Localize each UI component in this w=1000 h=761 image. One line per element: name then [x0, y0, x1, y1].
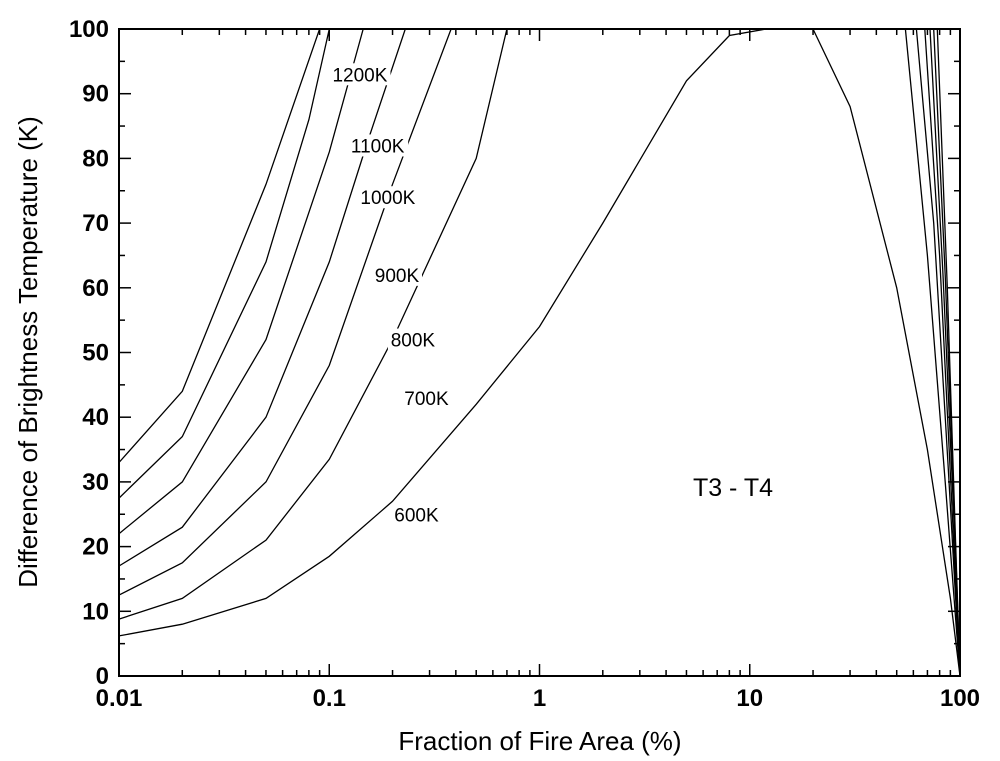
curve-600k [118, 28, 961, 677]
curve-1200k [118, 28, 961, 677]
y-tick-label: 60 [82, 275, 109, 302]
y-tick-label: 90 [82, 81, 109, 108]
curve-label-bg [401, 386, 452, 409]
y-tick-label: 30 [82, 469, 109, 496]
x-tick-label: 100 [940, 685, 980, 712]
curve-label-bg [387, 328, 438, 351]
x-tick-label: 0.1 [313, 685, 346, 712]
curve-label-600k: 600K [394, 505, 439, 526]
chart-curves [118, 28, 961, 677]
y-tick-label: 80 [82, 145, 109, 172]
curve-labels: 600K 700K 800K 900K 1000K 1100K 1200K [329, 63, 452, 526]
x-axis-title: Fraction of Fire Area (%) [398, 726, 681, 756]
curve-label-bg [371, 263, 422, 286]
y-tick-label: 100 [69, 16, 109, 43]
chart-annotation: T3 - T4 [693, 474, 773, 502]
y-tick-label: 20 [82, 534, 109, 561]
y-tick-label: 10 [82, 598, 109, 625]
curve-800k [118, 28, 961, 677]
curve-label-bg [391, 503, 442, 526]
curve-900k [118, 28, 961, 677]
curve-label-700k: 700K [404, 389, 449, 410]
curve-label-1100k: 1100K [351, 136, 405, 157]
y-tick-label: 40 [82, 404, 109, 431]
curve-label-1000k: 1000K [360, 188, 415, 209]
plot-frame [118, 28, 961, 677]
curve-1000k [118, 28, 961, 677]
y-tick-label: 0 [96, 663, 109, 690]
curve-label-800k: 800K [391, 331, 436, 352]
axis-tick-labels: 0.01 0.1 1 10 100 0 10 20 30 40 50 60 70 80 90 100 [69, 16, 980, 712]
curve-700k [118, 28, 961, 677]
y-axis-title: Difference of Brightness Temperature (K) [13, 116, 43, 588]
curve-label-900k: 900K [375, 266, 420, 287]
curve-label-bg [347, 134, 409, 157]
y-tick-label: 50 [82, 340, 109, 367]
curve-label-bg [329, 63, 391, 86]
x-tick-label: 10 [736, 685, 763, 712]
x-tick-label: 1 [533, 685, 546, 712]
y-tick-label: 70 [82, 210, 109, 237]
curve-label-bg [357, 186, 419, 209]
curve-1100k [118, 28, 961, 677]
x-tick-label: 0.01 [96, 685, 143, 712]
curve-label-1200k: 1200K [332, 65, 387, 86]
axis-ticks [118, 28, 961, 677]
